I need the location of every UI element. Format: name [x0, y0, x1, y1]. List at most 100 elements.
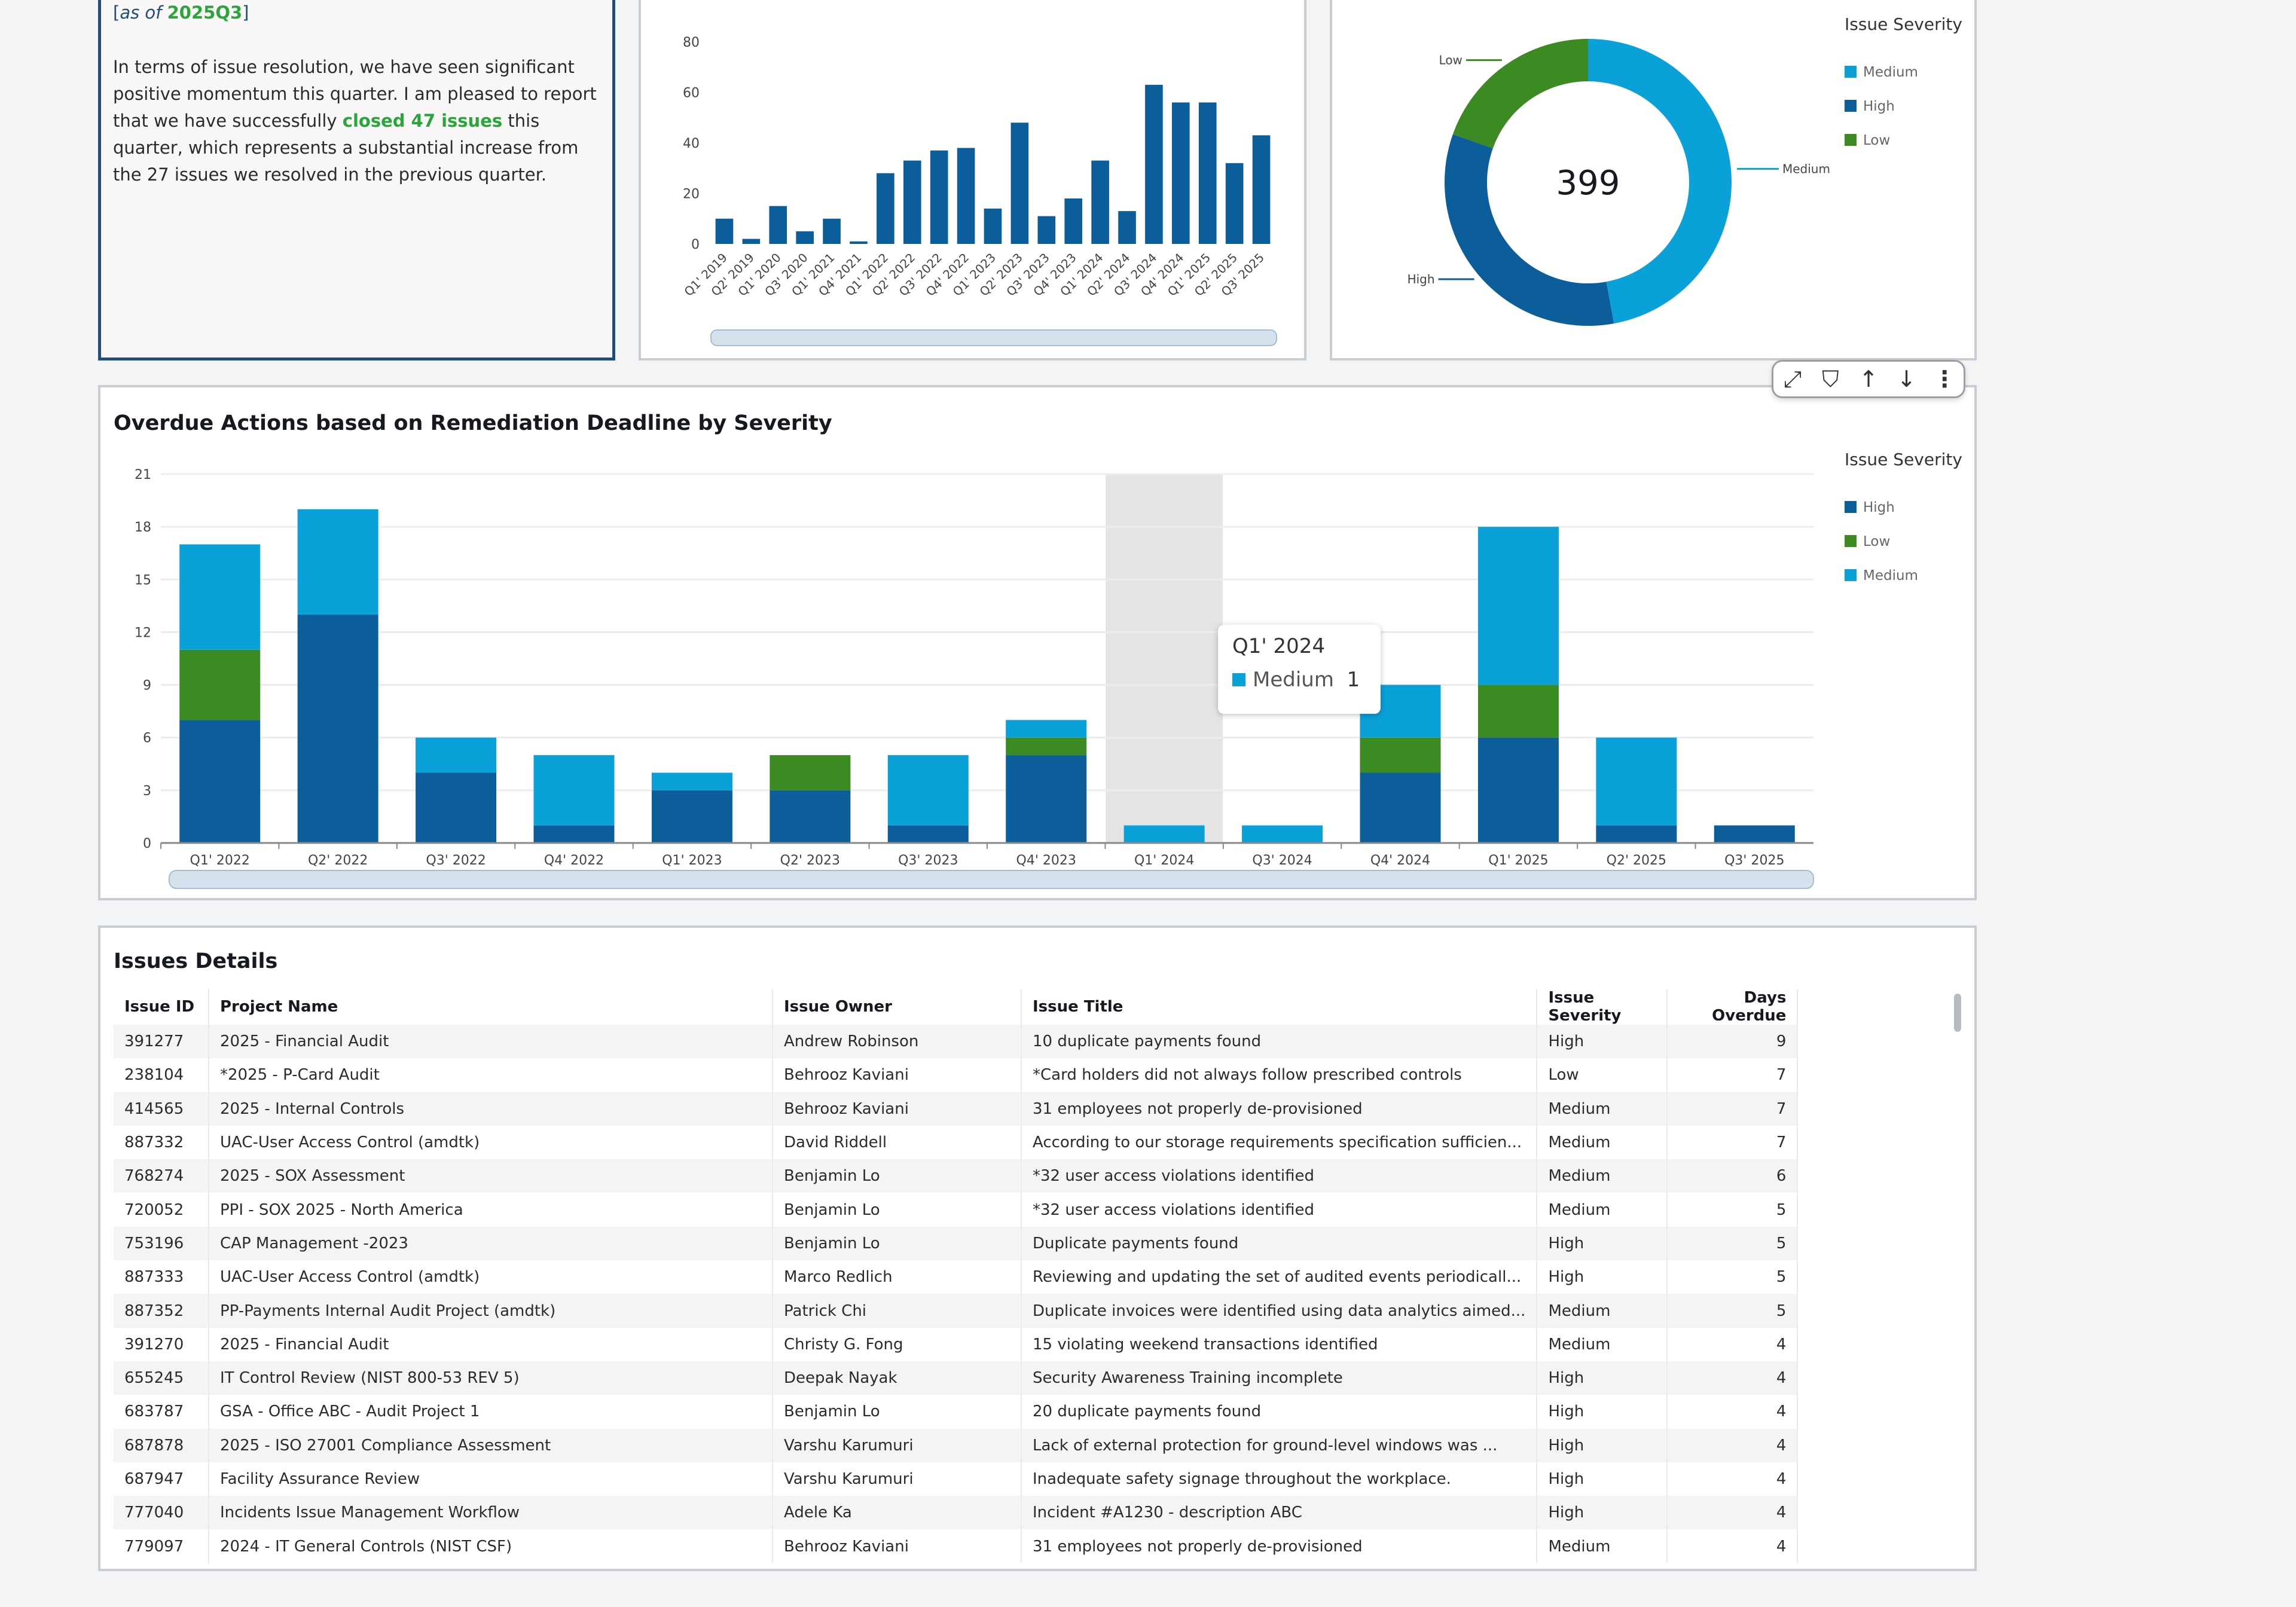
more-options-icon[interactable]: ⋮	[1933, 366, 1956, 392]
table-cell: 687947	[114, 1462, 209, 1496]
bar	[715, 218, 734, 244]
table-cell: 7	[1667, 1058, 1799, 1092]
table-cell: 15 violating weekend transactions identi…	[1021, 1327, 1538, 1361]
table-row[interactable]: 683787 GSA - Office ABC - Audit Project 1…	[114, 1395, 1799, 1429]
table-scrollbar[interactable]	[1954, 994, 1961, 1032]
table-row[interactable]: 414565 2025 - Internal Controls Behrooz Ka…	[114, 1092, 1799, 1126]
x-tick-label: Q4' 2023	[1016, 853, 1076, 868]
expand-icon[interactable]: ⤢	[1783, 365, 1802, 392]
table-cell: 7	[1667, 1092, 1799, 1126]
y-tick-label: 0	[691, 237, 700, 252]
tooltip-row: Medium 1	[1232, 668, 1366, 692]
bar-segment-low	[1477, 685, 1559, 738]
table-cell: Andrew Robinson	[773, 1025, 1022, 1059]
table-row[interactable]: 887333 UAC-User Access Control (amdtk) Mar…	[114, 1260, 1799, 1294]
table-cell: 887333	[114, 1260, 209, 1294]
chart-scrollbar[interactable]	[169, 870, 1814, 889]
table-title: Issues Details	[114, 949, 278, 973]
table-cell: Incidents Issue Management Workflow	[209, 1496, 773, 1530]
table-cell: Behrooz Kaviani	[773, 1058, 1022, 1092]
x-tick-label: Q3' 2022	[426, 853, 486, 868]
bar	[1064, 198, 1083, 244]
bar-segment-medium	[1006, 720, 1087, 738]
table-cell: 20 duplicate payments found	[1021, 1395, 1538, 1429]
table-cell: Behrooz Kaviani	[773, 1092, 1022, 1126]
legend-swatch-low	[1845, 134, 1857, 146]
table-cell: Benjamin Lo	[773, 1395, 1022, 1429]
table-cell: 687878	[114, 1428, 209, 1462]
table-cell: Medium	[1537, 1193, 1668, 1227]
filter-icon[interactable]: ⛉	[1822, 365, 1839, 392]
table-cell: High	[1537, 1260, 1668, 1294]
table-row[interactable]: 768274 2025 - SOX Assessment Benjamin Lo *3…	[114, 1159, 1799, 1193]
tooltip-title: Q1' 2024	[1232, 634, 1326, 658]
table-cell: PPI - SOX 2025 - North America	[209, 1193, 773, 1227]
x-tick-label: Q4' 2022	[544, 853, 604, 868]
table-cell: Facility Assurance Review	[209, 1462, 773, 1496]
table-cell: Varshu Karumuri	[773, 1462, 1022, 1496]
bar	[1172, 102, 1190, 244]
table-row[interactable]: 655245 IT Control Review (NIST 800-53 REV…	[114, 1361, 1799, 1395]
table-row[interactable]: 391270 2025 - Financial Audit Christy G. F…	[114, 1327, 1799, 1361]
table-cell: 2024 - IT General Controls (NIST CSF)	[209, 1529, 773, 1563]
bar-segment-high	[651, 790, 732, 843]
table-cell: High	[1537, 1226, 1668, 1261]
table-row[interactable]: 777040 Incidents Issue Management Workflo…	[114, 1496, 1799, 1530]
sort-ascending-icon[interactable]: ↑	[1859, 366, 1878, 392]
table-cell: Lack of external protection for ground-l…	[1021, 1428, 1538, 1462]
table-cell: *32 user access violations identified	[1021, 1159, 1538, 1193]
table-cell: Medium	[1537, 1125, 1668, 1160]
sort-descending-icon[interactable]: ↓	[1897, 366, 1916, 392]
table-cell: Incident #A1230 - description ABC	[1021, 1496, 1538, 1530]
table-row[interactable]: 779097 2024 - IT General Controls (NIST C…	[114, 1529, 1799, 1563]
table-row[interactable]: 887352 PP-Payments Internal Audit Project…	[114, 1294, 1799, 1328]
table-row[interactable]: 753196 CAP Management -2023 Benjamin Lo Dup…	[114, 1226, 1799, 1261]
table-cell: 10 duplicate payments found	[1021, 1025, 1538, 1059]
issues-details-panel: Issues Details Issue ID Project Name Issue…	[98, 925, 1977, 1571]
table-row[interactable]: 687947 Facility Assurance Review Varshu Ka…	[114, 1462, 1799, 1496]
table-cell: Deepak Nayak	[773, 1361, 1022, 1395]
table-cell: Medium	[1537, 1092, 1668, 1126]
legend-label: Medium	[1863, 65, 1918, 80]
column-header[interactable]: Issue Owner	[773, 989, 1022, 1025]
legend-title: Issue Severity	[1845, 14, 1962, 34]
table-cell: *2025 - P-Card Audit	[209, 1058, 773, 1092]
y-tick-label: 12	[135, 625, 151, 640]
table-row[interactable]: 887332 UAC-User Access Control (amdtk) Dav…	[114, 1125, 1799, 1160]
bar	[850, 241, 868, 244]
bar-segment-medium	[1242, 825, 1323, 843]
table-row[interactable]: 391277 2025 - Financial Audit Andrew Robin…	[114, 1025, 1799, 1059]
table-cell: Medium	[1537, 1327, 1668, 1361]
x-tick-label: Q1' 2022	[190, 853, 250, 868]
highlight-band	[1106, 474, 1223, 843]
chart-scrollbar[interactable]	[710, 329, 1277, 346]
column-header[interactable]: Days Overdue	[1667, 989, 1799, 1025]
table-cell: According to our storage requirements sp…	[1021, 1125, 1538, 1160]
table-cell: Duplicate invoices were identified using…	[1021, 1294, 1538, 1328]
bar	[769, 206, 787, 244]
table-row[interactable]: 720052 PPI - SOX 2025 - North America Benj…	[114, 1193, 1799, 1227]
legend-label: Low	[1863, 534, 1890, 549]
column-header[interactable]: Issue Severity	[1537, 989, 1668, 1025]
column-header[interactable]: Project Name	[209, 989, 773, 1025]
summary-paragraph: In terms of issue resolution, we have se…	[113, 57, 597, 185]
column-header[interactable]: Issue Title	[1021, 989, 1538, 1025]
y-tick-label: 80	[683, 35, 700, 50]
table-row[interactable]: 687878 2025 - ISO 27001 Compliance Assess…	[114, 1428, 1799, 1462]
column-header[interactable]: Issue ID	[114, 989, 209, 1025]
table-cell: Medium	[1537, 1529, 1668, 1563]
table-cell: 4	[1667, 1395, 1799, 1429]
x-tick-label: Q2' 2023	[780, 853, 840, 868]
table-cell: 720052	[114, 1193, 209, 1227]
table-row[interactable]: 238104 *2025 - P-Card Audit Behrooz Kavian…	[114, 1058, 1799, 1092]
table-cell: *Card holders did not always follow pres…	[1021, 1058, 1538, 1092]
table-cell: Medium	[1537, 1159, 1668, 1193]
chart-title: Overdue Actions based on Remediation Dea…	[114, 411, 832, 435]
legend-swatch-medium	[1845, 66, 1857, 78]
table-cell: 5	[1667, 1294, 1799, 1328]
legend-swatch-medium	[1845, 569, 1857, 581]
bar	[742, 239, 761, 244]
table-cell: PP-Payments Internal Audit Project (amdt…	[209, 1294, 773, 1328]
bar-segment-medium	[887, 755, 969, 826]
